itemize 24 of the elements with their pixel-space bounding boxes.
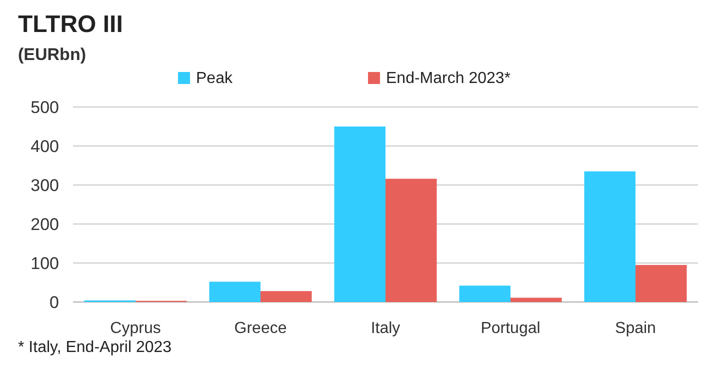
bar (334, 126, 386, 302)
legend-label: End-March 2023* (386, 70, 511, 87)
bar (459, 286, 510, 302)
bar (209, 282, 260, 302)
bar (260, 291, 312, 302)
chart-subtitle: (EURbn) (18, 45, 86, 64)
bar (636, 264, 687, 302)
y-tick-label: 400 (30, 137, 59, 156)
y-tick-label: 300 (30, 176, 59, 195)
legend-label: Peak (196, 70, 234, 87)
x-tick-label: Spain (615, 320, 656, 337)
chart-title: TLTRO III (18, 11, 123, 38)
y-tick-label: 100 (30, 254, 59, 273)
x-tick-label: Cyprus (110, 320, 161, 337)
text: * Italy, End-April 2023 (18, 339, 172, 356)
y-tick-label: 200 (30, 215, 59, 234)
x-tick-label: Portugal (480, 320, 540, 337)
x-tick-label: Greece (234, 320, 287, 337)
y-tick-label: 0 (50, 293, 59, 312)
x-tick-label: Italy (370, 320, 400, 337)
y-tick-label: 500 (30, 98, 59, 117)
bar (510, 298, 562, 302)
bar (584, 171, 636, 302)
bar (386, 178, 437, 302)
